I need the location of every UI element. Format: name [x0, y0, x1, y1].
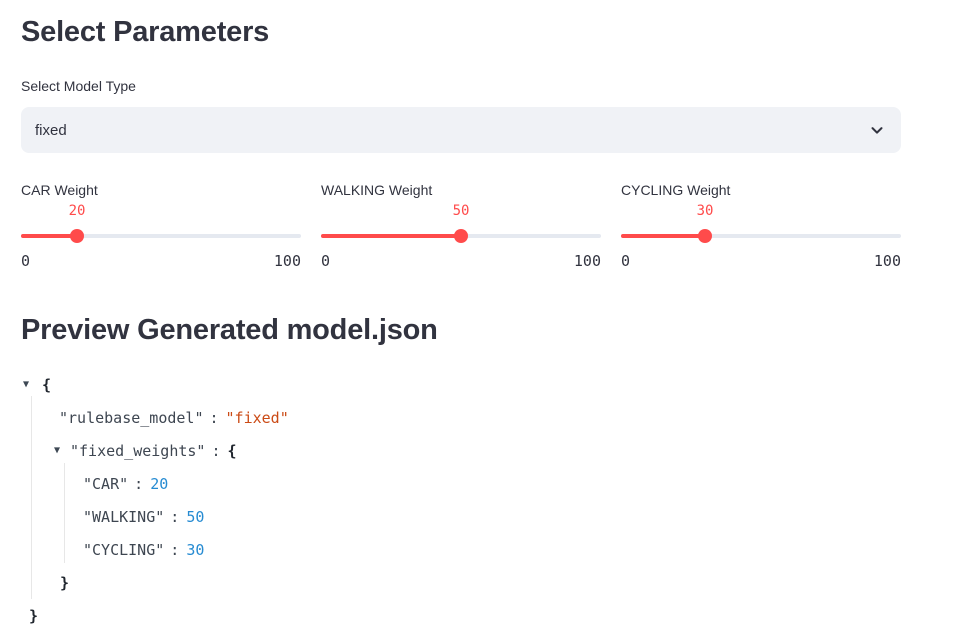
- json-string-value: "fixed": [225, 408, 289, 427]
- indent-guide: [64, 463, 65, 563]
- slider-car-weight-min: 0: [21, 252, 31, 270]
- json-number-value: 50: [186, 507, 205, 526]
- slider-cycling-weight-label: CYCLING Weight: [621, 182, 731, 198]
- chevron-down-icon: [868, 121, 886, 139]
- slider-car-weight-ticks: 0 100: [21, 252, 301, 270]
- json-number-value: 20: [150, 474, 169, 493]
- json-colon: :: [209, 408, 219, 427]
- json-line: "rulebase_model" : "fixed": [21, 401, 901, 434]
- slider-walking-weight-value-row: 50: [321, 200, 601, 222]
- json-line: ▼ "fixed_weights" : {: [21, 434, 901, 467]
- model-type-select[interactable]: fixed: [21, 107, 901, 153]
- slider-walking-weight-thumb[interactable]: [454, 229, 468, 243]
- slider-cycling-weight-min: 0: [621, 252, 631, 270]
- slider-walking-weight: WALKING Weight 50 0 100: [321, 182, 601, 270]
- slider-cycling-weight-ticks: 0 100: [621, 252, 901, 270]
- json-line: }: [21, 566, 901, 599]
- json-open-brace: {: [227, 441, 237, 460]
- slider-cycling-weight-value: 30: [696, 203, 714, 219]
- slider-car-weight-label: CAR Weight: [21, 182, 98, 198]
- model-type-selected-value: fixed: [35, 121, 67, 139]
- slider-car-weight: CAR Weight 20 0 100: [21, 182, 301, 270]
- model-type-label: Select Model Type: [21, 78, 136, 94]
- slider-car-weight-value-row: 20: [21, 200, 301, 222]
- slider-cycling-weight: CYCLING Weight 30 0 100: [621, 182, 901, 270]
- json-colon: :: [170, 507, 180, 526]
- json-close-brace: }: [29, 606, 39, 625]
- slider-car-weight-thumb[interactable]: [70, 229, 84, 243]
- slider-car-weight-track[interactable]: [21, 229, 301, 243]
- json-line: ▼ {: [21, 368, 901, 401]
- sliders-row: CAR Weight 20 0 100 WALKING Weight 50: [21, 182, 901, 270]
- slider-cycling-weight-thumb[interactable]: [698, 229, 712, 243]
- slider-cycling-weight-fill: [621, 234, 705, 238]
- slider-walking-weight-min: 0: [321, 252, 331, 270]
- json-key: "WALKING": [83, 507, 165, 526]
- slider-walking-weight-value: 50: [452, 203, 470, 219]
- json-key: "CYCLING": [83, 540, 165, 559]
- json-key: "rulebase_model": [59, 408, 204, 427]
- json-line: "WALKING" : 50: [21, 500, 901, 533]
- slider-walking-weight-fill: [321, 234, 461, 238]
- slider-walking-weight-ticks: 0 100: [321, 252, 601, 270]
- indent-guide: [31, 396, 32, 599]
- json-colon: :: [170, 540, 180, 559]
- json-line: }: [21, 599, 901, 632]
- collapse-arrow-icon[interactable]: ▼: [23, 378, 30, 390]
- json-key: "CAR": [83, 474, 129, 493]
- json-colon: :: [211, 441, 221, 460]
- slider-walking-weight-track[interactable]: [321, 229, 601, 243]
- json-viewer: ▼ { "rulebase_model" : "fixed" ▼ "fixed_…: [21, 368, 901, 632]
- slider-car-weight-value: 20: [68, 203, 86, 219]
- json-line: "CAR" : 20: [21, 467, 901, 500]
- slider-cycling-weight-value-row: 30: [621, 200, 901, 222]
- slider-car-weight-max: 100: [273, 252, 301, 270]
- page-title: Select Parameters: [21, 16, 270, 48]
- slider-walking-weight-max: 100: [573, 252, 601, 270]
- slider-walking-weight-label: WALKING Weight: [321, 182, 433, 198]
- json-colon: :: [134, 474, 144, 493]
- json-line: "CYCLING" : 30: [21, 533, 901, 566]
- json-number-value: 30: [186, 540, 205, 559]
- preview-title: Preview Generated model.json: [21, 314, 438, 346]
- json-key: "fixed_weights": [70, 441, 206, 460]
- slider-cycling-weight-max: 100: [873, 252, 901, 270]
- json-close-brace: }: [60, 573, 70, 592]
- slider-cycling-weight-track[interactable]: [621, 229, 901, 243]
- collapse-arrow-icon[interactable]: ▼: [54, 444, 61, 456]
- json-open-brace: {: [42, 375, 52, 394]
- slider-car-weight-fill: [21, 234, 77, 238]
